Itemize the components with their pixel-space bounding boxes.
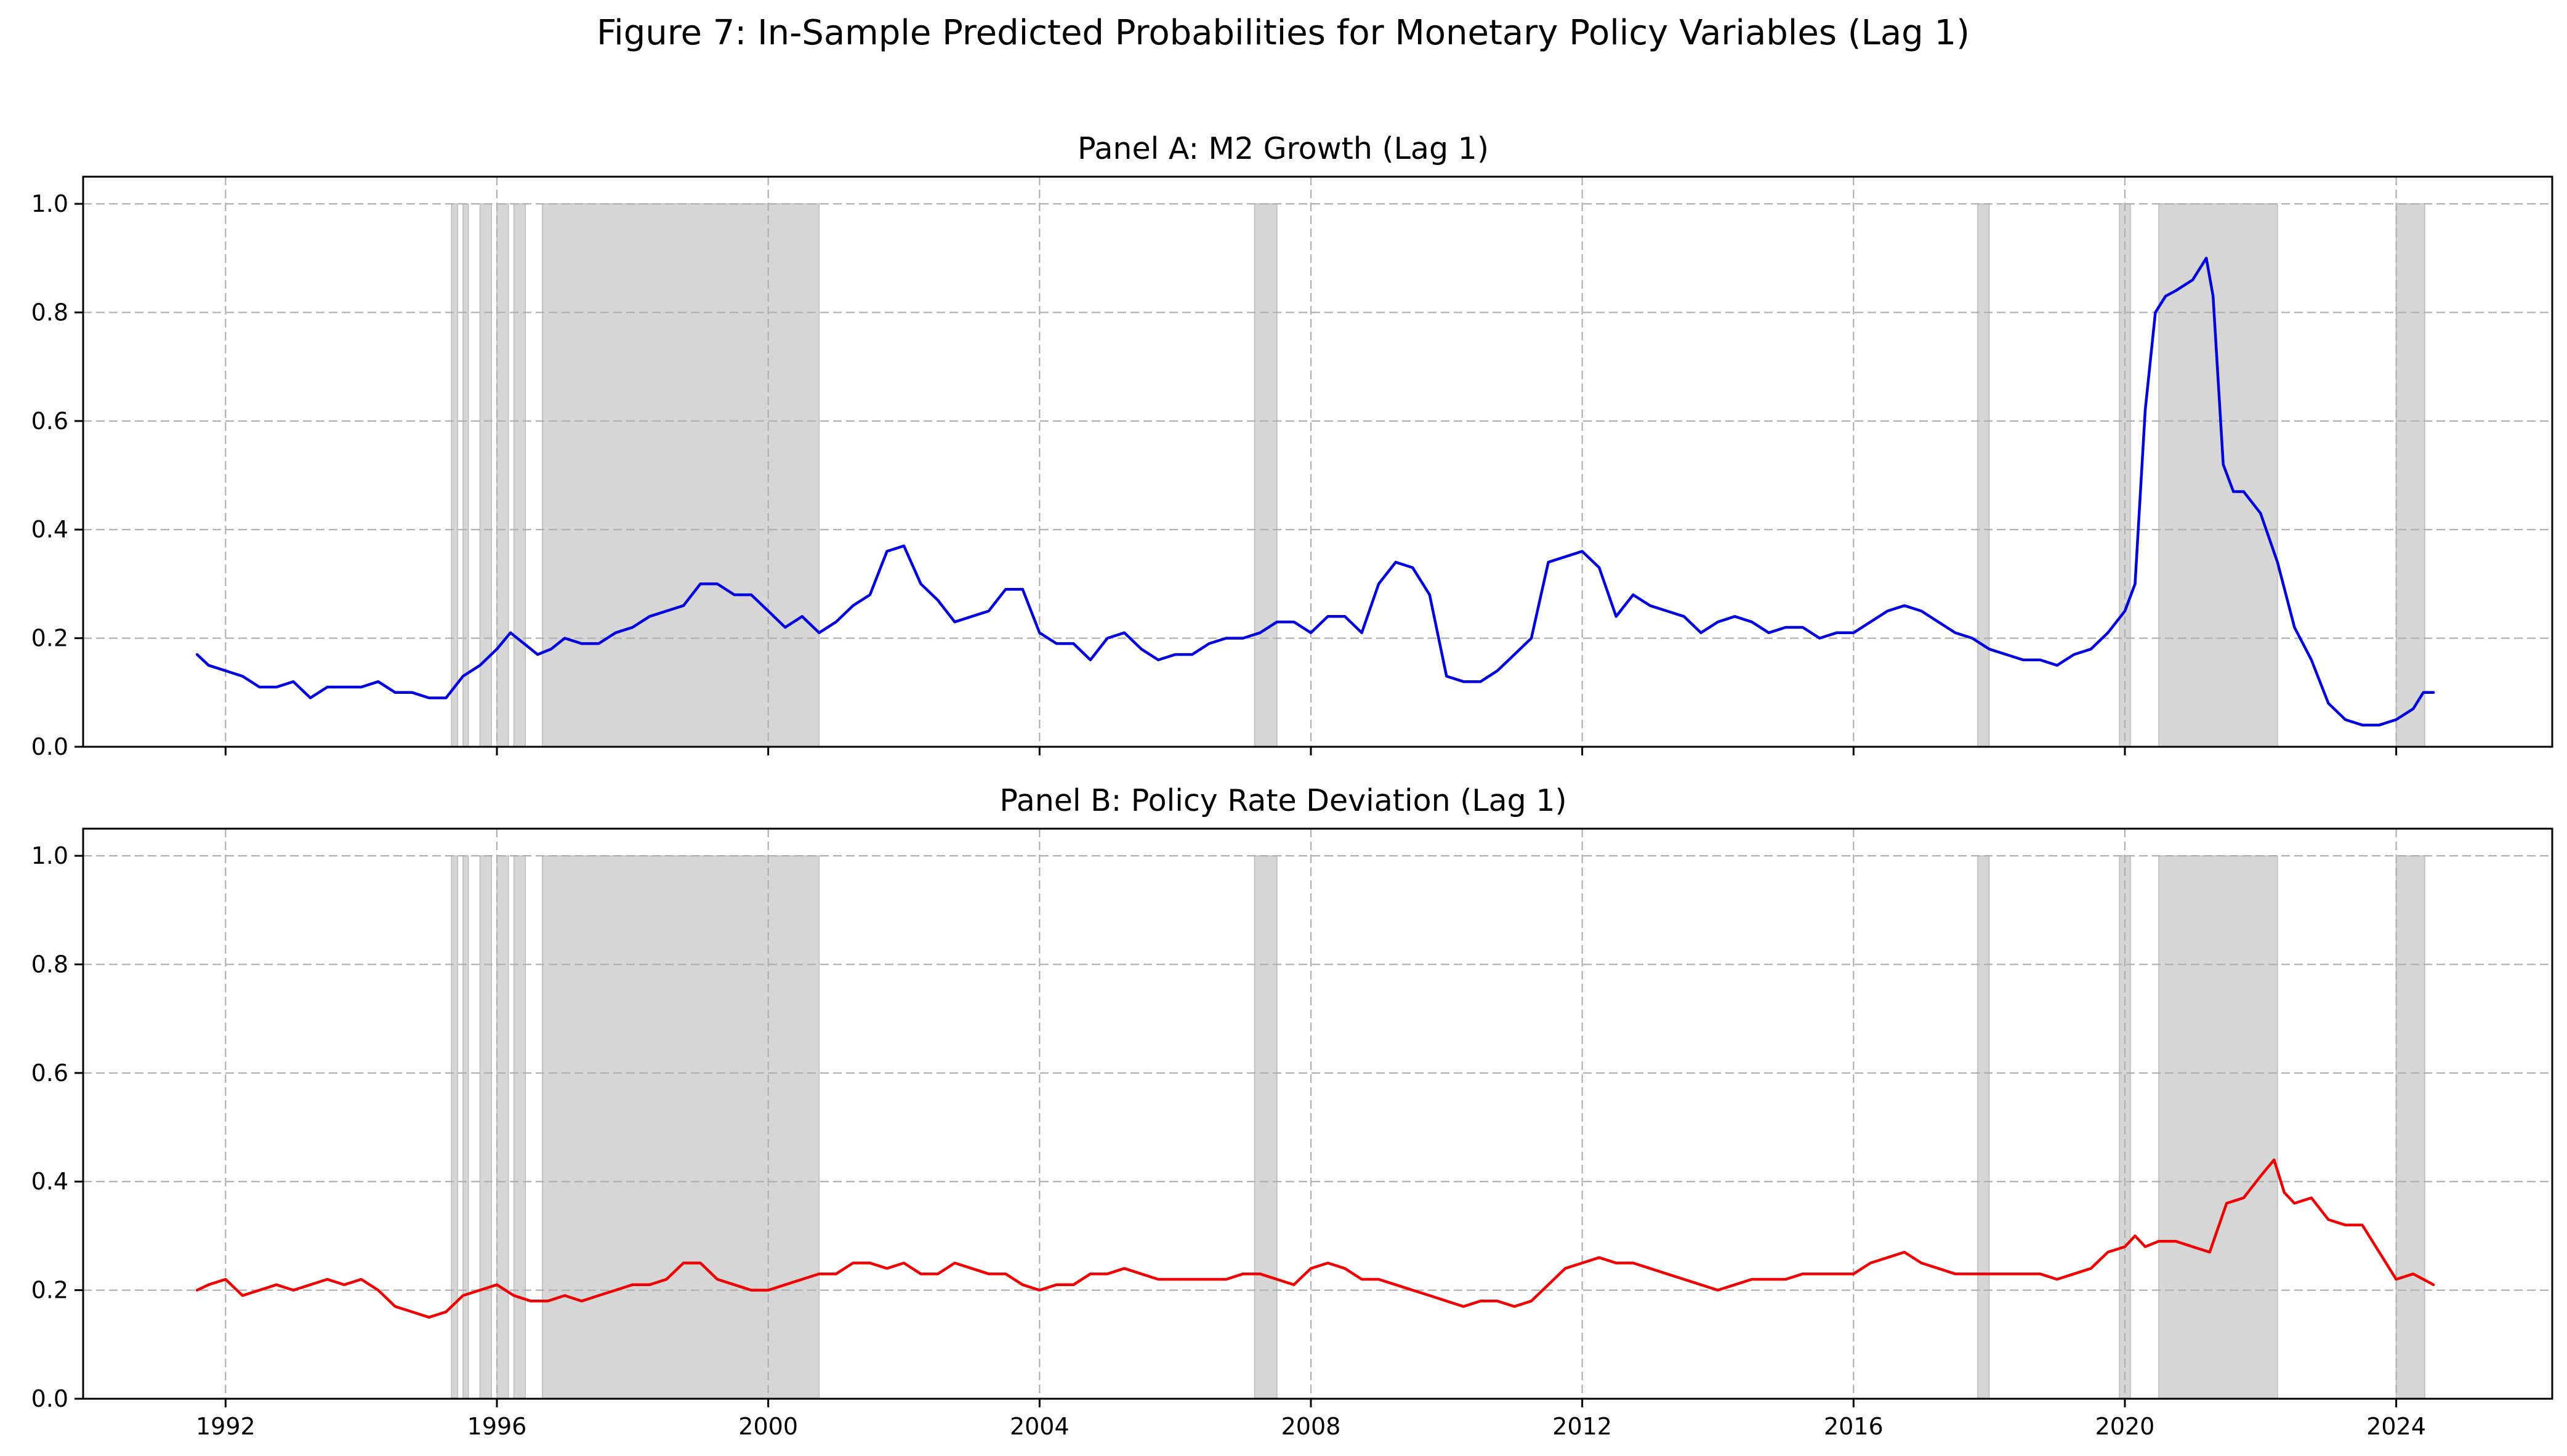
panel-a-ticks: 0.0 0.2 0.4 0.6 0.8 1.0 [31,190,2398,760]
panel-b-shaded-period [2158,855,2278,1399]
panel-b-shaded-period [542,855,820,1399]
panel-b-shaded-period [2395,855,2425,1399]
panel-a-shaded-period [451,203,458,747]
panel-a-shaded-period [1254,203,1278,747]
figure-title: Figure 7: In-Sample Predicted Probabilit… [597,13,1970,53]
panel-a-y-tick-label: 0.2 [31,625,68,652]
panel-b-grid [83,829,2552,1400]
panel-a-axes-frame [82,175,2553,748]
panel-a-y-tick-label: 1.0 [31,190,68,217]
panel-a-series [195,257,2435,726]
panel-b: Panel B: Policy Rate Deviation (Lag 1) 1… [31,783,2553,1440]
panel-b-y-tick-label: 0.6 [31,1060,68,1087]
panel-b-ticks: 1992 1996 2000 2004 2008 2012 2016 2020 2024 0.0 0… [31,842,2426,1440]
panel-b-x-tick-label: 2020 [2095,1413,2155,1440]
panel-b-shaded-period [451,855,458,1399]
panel-b-y-tick-label: 0.2 [31,1277,68,1304]
panel-b-shaded-period [513,855,526,1399]
panel-b-x-tick-label: 2008 [1281,1413,1341,1440]
panel-b-x-tick-label: 2012 [1552,1413,1612,1440]
panel-a: Panel A: M2 Growth (Lag 1) 0.00.20.40.60… [31,131,2553,760]
panel-a-y-tick-label: 0.8 [31,299,68,326]
panel-a-shaded-period [2395,203,2425,747]
panel-b-y-tick-label: 0.0 [31,1385,68,1412]
panel-b-shaded-period [1254,855,1278,1399]
panel-b-x-tick-label: 2024 [2366,1413,2426,1440]
panel-b-x-tick-label: 2000 [738,1413,798,1440]
panel-b-shaded-periods [451,855,2425,1399]
panel-a-shaded-period [1977,203,1990,747]
panel-b-series [195,1158,2435,1319]
panel-a-y-tick-label: 0.4 [31,516,68,543]
panel-b-series-line [195,1158,2435,1319]
panel-a-shaded-period [2158,203,2278,747]
panel-b-shaded-period [462,855,469,1399]
panel-b-axes-frame [82,827,2553,1400]
panel-b-x-tick-label: 1992 [196,1413,256,1440]
panel-b-y-tick-label: 0.8 [31,951,68,978]
panel-a-y-tick-label: 0.0 [31,733,68,760]
panel-a-shaded-period [496,203,509,747]
panel-b-x-tick-label: 2016 [1824,1413,1884,1440]
panel-a-shaded-period [462,203,469,747]
panel-a-shaded-period [513,203,526,747]
panel-b-shaded-period [496,855,509,1399]
panel-b-title: Panel B: Policy Rate Deviation (Lag 1) [999,783,1566,818]
panel-a-shaded-periods [451,203,2425,747]
panel-a-y-tick-label: 0.6 [31,408,68,435]
panel-a-shaded-period [542,203,820,747]
panel-b-y-tick-label: 1.0 [31,842,68,869]
panel-b-x-tick-label: 2004 [1010,1413,1070,1440]
panel-b-shaded-period [1977,855,1990,1399]
panel-b-shaded-period [479,855,492,1399]
panel-a-series-line [195,257,2435,726]
panel-b-x-tick-label: 1996 [467,1413,527,1440]
panel-b-y-tick-label: 0.4 [31,1168,68,1195]
panel-a-title: Panel A: M2 Growth (Lag 1) [1078,131,1489,166]
